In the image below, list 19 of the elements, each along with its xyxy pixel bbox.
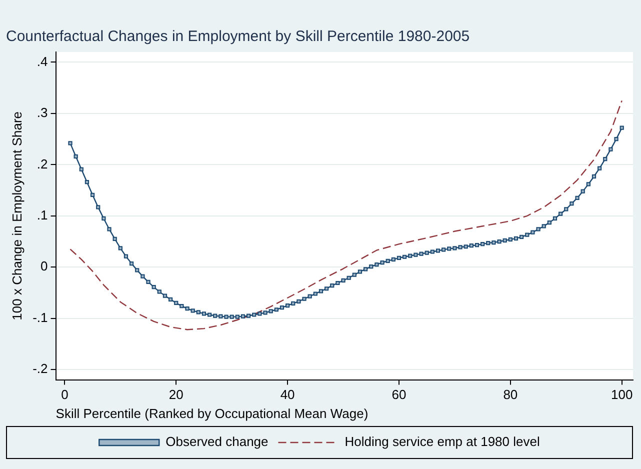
legend-label: Observed change [166, 434, 268, 450]
x-tick-label: 100 [611, 387, 633, 402]
x-tick-label: 40 [280, 387, 295, 402]
legend-label: Holding service emp at 1980 level [344, 434, 540, 450]
chart-title: Counterfactual Changes in Employment by Skill Percentile 1980-2005 [6, 28, 470, 46]
y-tick-label: 0 [40, 258, 48, 274]
x-tick-label: 0 [61, 387, 68, 402]
x-axis-title: Skill Percentile (Ranked by Occupational Mean Wage) [56, 406, 368, 421]
y-tick-label: .2 [36, 156, 48, 172]
y-tick-label: .3 [36, 105, 48, 120]
y-tick-label: .4 [36, 54, 48, 69]
y-tick-label: -.2 [32, 361, 48, 376]
y-tick-label: .1 [36, 207, 48, 222]
x-tick-label: 80 [503, 387, 518, 402]
x-tick-label: 60 [392, 387, 406, 402]
y-tick-label: -.1 [32, 310, 48, 325]
x-tick-label: 20 [168, 387, 184, 402]
line-series [70, 100, 622, 330]
y-axis-title: 100 x Change in Employment Share [9, 111, 24, 320]
